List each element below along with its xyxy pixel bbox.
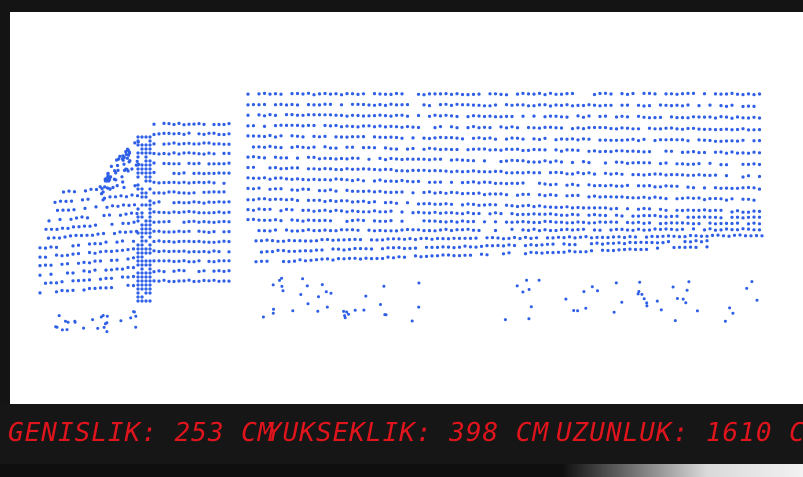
height-readout: YUKSEKLIK: 398 CM — [266, 418, 550, 448]
point-cloud-viewport — [10, 12, 803, 404]
dimension-readout-bar: GENISLIK: 253 CM YUKSEKLIK: 398 CM UZUNL… — [0, 404, 803, 464]
truck-point-cloud — [38, 91, 764, 334]
width-readout: GENISLIK: 253 CM — [8, 418, 275, 448]
bottom-strip — [0, 464, 803, 477]
length-readout: UZUNLUK: 1610 CM — [556, 418, 803, 448]
